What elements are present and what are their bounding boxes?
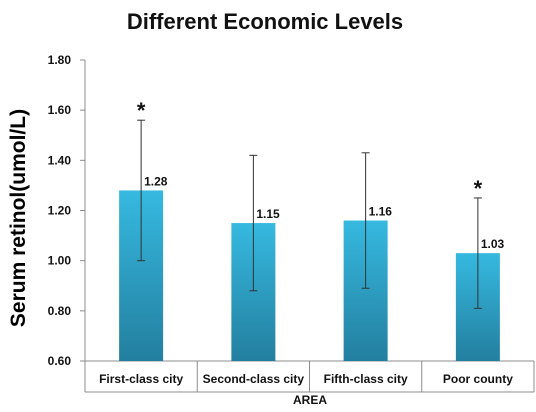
chart-title: Different Economic Levels <box>127 9 403 34</box>
y-ticks: 0.60 0.80 1.00 1.20 1.40 1.60 1.80 <box>48 53 85 368</box>
y-tick-label: 1.80 <box>48 53 72 67</box>
bar-value-label: 1.03 <box>481 237 505 251</box>
error-bar <box>249 154 258 292</box>
bar-value-label: 1.28 <box>144 174 168 188</box>
error-bar <box>137 119 146 262</box>
bar-value-label: 1.16 <box>369 205 393 219</box>
x-ticks: First-class city Second-class city Fifth-c… <box>99 372 513 386</box>
y-tick-label: 0.80 <box>48 304 72 318</box>
significance-asterisk: * <box>474 176 483 201</box>
error-bar <box>473 197 482 309</box>
error-bars <box>137 119 482 309</box>
bars <box>119 190 500 361</box>
significance-asterisk: * <box>137 98 146 123</box>
error-bar <box>361 152 370 289</box>
x-tick-label: Fifth-class city <box>324 372 408 386</box>
x-axis-label: AREA <box>293 393 327 407</box>
y-tick-label: 1.00 <box>48 254 72 268</box>
x-tick-label: Poor county <box>443 372 513 386</box>
y-tick-label: 1.20 <box>48 204 72 218</box>
x-tick-label: Second-class city <box>203 372 305 386</box>
significance-marks: ** <box>137 98 483 201</box>
y-tick-label: 1.60 <box>48 103 72 117</box>
x-tick-label: First-class city <box>99 372 183 386</box>
y-tick-label: 1.40 <box>48 153 72 167</box>
bar-value-label: 1.15 <box>256 207 280 221</box>
y-tick-label: 0.60 <box>48 354 72 368</box>
data-labels: 1.28 1.15 1.16 1.03 <box>144 174 504 251</box>
category-dividers <box>84 361 535 392</box>
y-axis-label: Serum retinol(umol/L) <box>7 109 30 327</box>
